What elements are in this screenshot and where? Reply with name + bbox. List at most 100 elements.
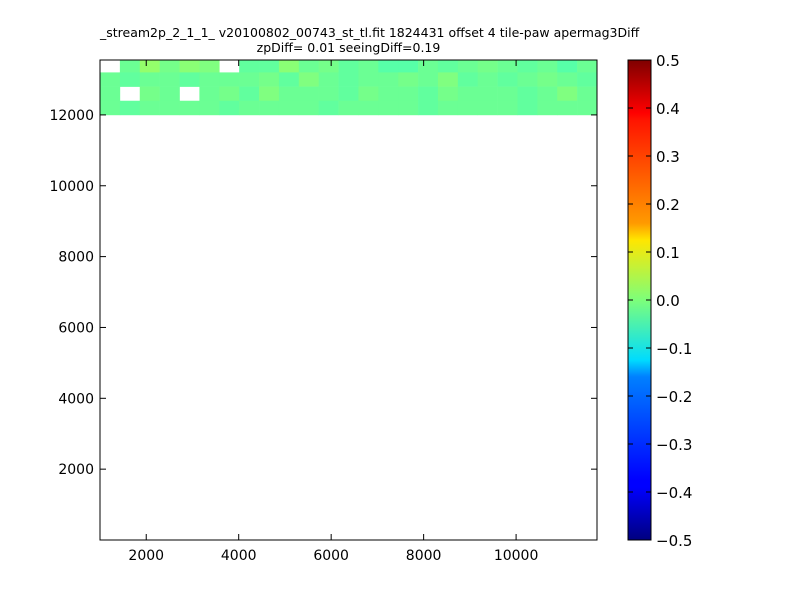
heatmap-cell — [437, 72, 459, 87]
y-tick-label: 10000 — [49, 179, 94, 195]
heatmap-cell — [159, 100, 180, 116]
heatmap-cell — [597, 87, 617, 101]
heatmap-cell — [736, 72, 756, 86]
heatmap-cell — [696, 58, 716, 72]
heatmap-cell — [517, 100, 538, 116]
heatmap-cell — [139, 72, 160, 87]
heatmap-cell — [457, 72, 479, 87]
colorbar-tick-label: 0.0 — [656, 292, 680, 310]
heatmap-cell — [239, 60, 260, 73]
heatmap-cell — [378, 86, 399, 102]
y-tick-label: 4000 — [58, 391, 94, 407]
heatmap-cell — [756, 58, 776, 72]
heatmap-cell — [736, 101, 756, 115]
chart-title: _stream2p_2_1_1_ v20100802_00743_st_tl.f… — [100, 25, 640, 40]
heatmap-cell — [776, 72, 796, 86]
heatmap-cell — [716, 58, 736, 72]
heatmap-cell — [278, 72, 300, 87]
heatmap-cell — [497, 60, 518, 73]
colorbar-tick-label: 0.4 — [656, 100, 680, 118]
heatmap-cell — [477, 86, 498, 102]
chart-subtitle: zpDiff= 0.01 seeingDiff=0.19 — [256, 40, 441, 55]
heatmap-cell — [298, 100, 319, 116]
heatmap-cell — [338, 72, 359, 87]
heatmap-cell — [338, 60, 359, 73]
heatmap-cell — [418, 86, 439, 102]
heatmap-cell — [716, 101, 736, 115]
heatmap-cell — [597, 58, 617, 72]
heatmap-cell — [219, 86, 240, 102]
heatmap-cell — [577, 100, 597, 116]
heatmap-cell — [477, 100, 498, 116]
heatmap-cell — [537, 86, 558, 102]
heatmap-cell — [378, 72, 399, 87]
heatmap-cell — [577, 60, 597, 73]
heatmap-cell — [298, 72, 319, 87]
heatmap-cell — [736, 58, 756, 72]
heatmap-cell — [298, 60, 319, 73]
heatmap-cell — [437, 86, 459, 102]
heatmap-cell — [437, 100, 459, 116]
y-tick-label: 2000 — [58, 462, 94, 478]
heatmap-cell — [358, 86, 379, 102]
heatmap-cell — [418, 60, 439, 73]
heatmap-cell — [318, 100, 339, 116]
heatmap-cell — [239, 72, 260, 87]
heatmap-cell — [318, 60, 339, 73]
colorbar-tick-label: 0.3 — [656, 148, 680, 166]
x-tick-label: 4000 — [221, 548, 257, 564]
heatmap-cell — [497, 72, 518, 87]
heatmap-cell — [657, 72, 677, 86]
x-tick-label: 10000 — [494, 548, 539, 564]
heatmap-cell — [100, 72, 121, 87]
heatmap-cell — [239, 86, 260, 102]
colorbar-tick-label: −0.1 — [656, 340, 692, 358]
heatmap-cell — [119, 72, 141, 87]
heatmap-cell — [437, 60, 459, 73]
heatmap-cell — [259, 100, 280, 116]
heatmap-cell — [358, 72, 379, 87]
y-axis: 2000 4000 6000 8000 10000 12000 — [49, 108, 597, 478]
heatmap-cell — [199, 86, 220, 102]
colorbar-ticks: 0.5 0.4 0.3 0.2 0.1 0.0 −0.1 −0.2 −0.3 −0.4 −0.5 — [628, 52, 692, 550]
heatmap-cell — [278, 86, 300, 102]
heatmap-cell — [418, 100, 439, 116]
heatmap-cell — [199, 100, 220, 116]
heatmap-cell — [557, 72, 578, 87]
colorbar-tick-label: −0.3 — [656, 436, 692, 454]
heatmap-cell — [457, 100, 479, 116]
plot-frame — [99, 59, 598, 541]
heatmap-cell — [457, 60, 479, 73]
x-tick-label: 6000 — [313, 548, 349, 564]
heatmap-cell — [278, 100, 300, 116]
heatmap-cell — [179, 72, 200, 87]
colorbar-tick-label: 0.1 — [656, 244, 680, 262]
heatmap-cell — [796, 101, 800, 115]
heatmap-cell — [776, 58, 796, 72]
colorbar-tick-label: 0.2 — [656, 196, 680, 214]
heatmap-cell — [358, 100, 379, 116]
heatmap-cell — [577, 72, 597, 87]
x-tick-label: 8000 — [406, 548, 442, 564]
heatmap-cell — [716, 87, 736, 101]
colorbar-tick-label: −0.2 — [656, 388, 692, 406]
heatmap-cell — [517, 86, 538, 102]
heatmap-cell — [139, 60, 160, 73]
heatmap-cell — [119, 60, 141, 73]
x-tick-label: 2000 — [128, 548, 164, 564]
heatmap-cell — [338, 86, 359, 102]
heatmap-cell — [219, 72, 240, 87]
y-tick-label: 8000 — [58, 250, 94, 266]
heatmap-cell — [159, 86, 180, 102]
heatmap-cell — [239, 100, 260, 116]
heatmap-cell — [159, 60, 180, 73]
heatmap-cell — [139, 86, 160, 102]
heatmap-cell — [398, 72, 419, 87]
heatmap-cell — [259, 60, 280, 73]
heatmap-cell — [677, 72, 697, 86]
heatmap-cell — [100, 86, 121, 102]
heatmap-cell — [179, 100, 200, 116]
heatmap-cell — [119, 100, 141, 116]
heatmap-cell — [259, 72, 280, 87]
